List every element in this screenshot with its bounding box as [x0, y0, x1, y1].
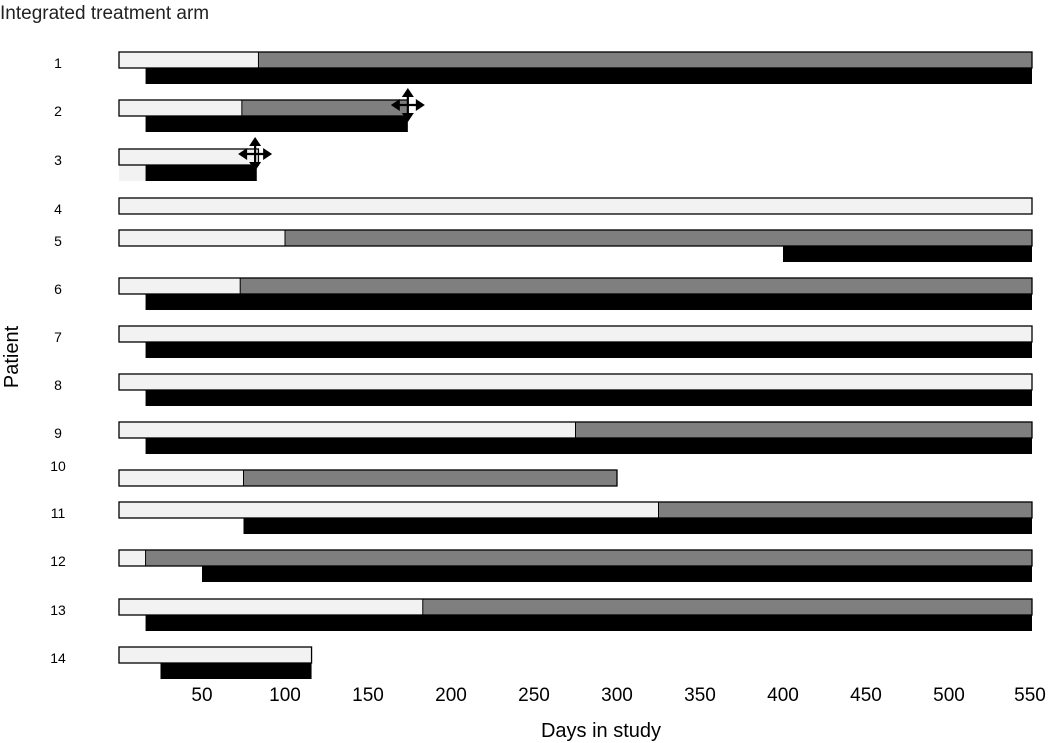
- upper-light-segment: [119, 374, 1032, 390]
- patient-row-1: [118, 51, 1033, 84]
- x-axis-title: Days in study: [541, 720, 661, 742]
- x-tick-label: 300: [601, 685, 633, 706]
- upper-bar-outline: [118, 549, 1033, 567]
- lower-black-segment: [145, 390, 1032, 406]
- x-tick-label: 100: [269, 685, 301, 706]
- four-way-arrow-icon: [390, 88, 425, 122]
- x-tick-label: 150: [352, 685, 384, 706]
- x-tick-label: 550: [1014, 685, 1046, 706]
- upper-light-segment: [119, 550, 146, 566]
- lower-black-segment: [145, 294, 1032, 310]
- upper-bar-outline: [118, 229, 1033, 247]
- patient-label-4: 4: [54, 201, 62, 217]
- lower-light-segment: [119, 165, 146, 181]
- patient-label-5: 5: [54, 233, 62, 249]
- x-tick-label: 350: [684, 685, 716, 706]
- patient-label-8: 8: [54, 377, 62, 393]
- discontinuation-markers: [238, 88, 425, 171]
- upper-bar-outline: [118, 501, 1033, 519]
- upper-gray-segment: [575, 422, 1032, 438]
- upper-light-segment: [119, 278, 241, 294]
- x-tick-label: 200: [435, 685, 467, 706]
- upper-light-segment: [119, 422, 576, 438]
- upper-gray-segment: [422, 599, 1032, 615]
- patient-label-7: 7: [54, 329, 62, 345]
- upper-gray-segment: [145, 550, 1032, 566]
- chart-title: Integrated treatment arm: [0, 3, 209, 24]
- upper-light-segment: [119, 100, 242, 116]
- upper-bar-outline: [118, 148, 260, 166]
- lower-black-segment: [783, 246, 1032, 262]
- upper-bar-outline: [118, 197, 1033, 215]
- four-way-arrow-icon: [238, 137, 273, 171]
- upper-gray-segment: [285, 230, 1032, 246]
- upper-light-segment: [119, 326, 1032, 342]
- upper-gray-segment: [240, 278, 1032, 294]
- patient-row-4: [118, 197, 1033, 215]
- upper-gray-segment: [258, 52, 1032, 68]
- patient-label-2: 2: [54, 103, 62, 119]
- upper-bar-outline: [118, 325, 1033, 343]
- lower-black-segment: [145, 116, 408, 132]
- patient-row-13: [118, 598, 1033, 631]
- patient-row-9: [118, 421, 1033, 454]
- patient-label-12: 12: [50, 553, 66, 569]
- patient-row-11: [118, 501, 1033, 534]
- upper-bar-outline: [118, 598, 1033, 616]
- lower-black-segment: [145, 342, 1032, 358]
- lower-black-segment: [145, 165, 257, 181]
- lower-black-segment: [145, 615, 1032, 631]
- upper-light-segment: [119, 599, 423, 615]
- lower-black-segment: [145, 438, 1032, 454]
- upper-gray-segment: [243, 470, 617, 486]
- patient-label-3: 3: [54, 152, 62, 168]
- upper-light-segment: [119, 470, 244, 486]
- patient-row-3: [118, 148, 260, 181]
- patient-row-7: [118, 325, 1033, 358]
- x-tick-label: 500: [933, 685, 965, 706]
- patient-row-8: [118, 373, 1033, 406]
- upper-bar-outline: [118, 646, 313, 664]
- patient-row-14: [118, 646, 313, 679]
- lower-black-segment: [160, 663, 312, 679]
- patient-row-5: [118, 229, 1033, 262]
- patient-row-6: [118, 277, 1033, 310]
- upper-gray-segment: [241, 100, 408, 116]
- upper-light-segment: [119, 230, 285, 246]
- upper-bar-outline: [118, 373, 1033, 391]
- upper-light-segment: [119, 502, 659, 518]
- patient-label-6: 6: [54, 281, 62, 297]
- lower-black-segment: [145, 68, 1032, 84]
- patient-row-12: [118, 549, 1033, 582]
- patient-label-14: 14: [50, 650, 66, 666]
- patient-row-10: [118, 469, 618, 487]
- x-axis-ticks: 50 100 150 200 250 300 350 400 450 500 550: [191, 685, 1045, 706]
- patient-label-13: 13: [50, 602, 66, 618]
- upper-bar-outline: [118, 277, 1033, 295]
- upper-light-segment: [119, 647, 312, 663]
- patient-label-11: 11: [51, 505, 66, 521]
- patient-row-2: [118, 99, 409, 132]
- lower-black-segment: [243, 518, 1032, 534]
- patient-label-10: 10: [50, 458, 66, 474]
- upper-light-segment: [119, 198, 1032, 214]
- x-tick-label: 50: [191, 685, 212, 706]
- upper-bar-outline: [118, 51, 1033, 69]
- patient-label-1: 1: [54, 55, 62, 71]
- x-tick-label: 450: [850, 685, 882, 706]
- upper-bar-outline: [118, 469, 618, 487]
- x-tick-label: 250: [518, 685, 550, 706]
- upper-gray-segment: [658, 502, 1032, 518]
- upper-light-segment: [119, 52, 259, 68]
- upper-light-segment: [119, 149, 259, 165]
- x-tick-label: 400: [767, 685, 799, 706]
- y-axis-title: Patient: [1, 325, 23, 388]
- patient-bars: [118, 51, 1033, 679]
- lower-black-segment: [202, 566, 1032, 582]
- patient-label-9: 9: [54, 425, 62, 441]
